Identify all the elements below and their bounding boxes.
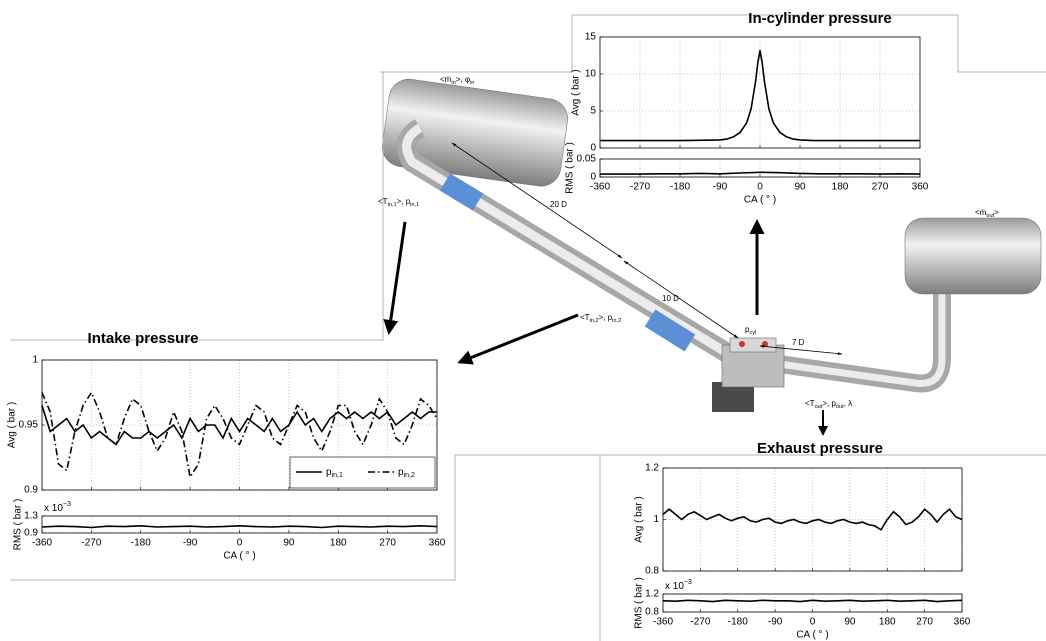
x-tick-label: 180: [832, 182, 849, 193]
y-tick-label: 0.8: [645, 566, 659, 577]
x-tick-label: 0: [810, 617, 816, 628]
y-tick-label: 1: [32, 355, 38, 366]
x-tick-label: 360: [912, 182, 929, 193]
x-tick-label: 360: [429, 538, 446, 549]
text-part: in,1: [410, 202, 419, 208]
text-part: , λ: [844, 399, 852, 408]
legend-subscript: in,1: [332, 472, 343, 479]
y-tick-label: 1: [653, 514, 659, 525]
x-tick-label: 180: [879, 617, 896, 628]
y-axis-label: Avg ( bar ): [7, 402, 18, 449]
y-tick-label: 0.9: [24, 485, 38, 496]
text-part: in: [470, 80, 474, 86]
y-tick-label: 5: [590, 106, 596, 117]
y-tick-label: 0: [590, 172, 596, 183]
figure: <ṁin>, φin<Tin,1>, pin,120 D<Tin,2>, pin…: [0, 0, 1046, 641]
y-tick-label: 15: [585, 32, 597, 43]
x-axis-label: CA ( ° ): [744, 195, 776, 206]
multiplier-exponent: −3: [684, 579, 692, 586]
text-part: <T: [580, 313, 590, 322]
y-tick-label: 1.2: [645, 463, 659, 474]
y-axis-label: RMS ( bar ): [634, 577, 645, 629]
rig-label: 20 D: [550, 200, 567, 209]
x-tick-label: 90: [794, 182, 806, 193]
text-part: cyl: [749, 330, 756, 336]
axis-multiplier: x 10−3: [665, 579, 692, 591]
x-axis-label: CA ( ° ): [223, 551, 255, 562]
text-part: 10 D: [662, 294, 679, 303]
exhaust-tank: [905, 218, 1041, 294]
y-tick-label: 0.8: [645, 607, 659, 618]
text-part: >, φ: [456, 75, 470, 84]
rig-label: 7 D: [792, 338, 805, 347]
multiplier-base: x 10: [44, 503, 63, 514]
arrow: [389, 222, 405, 332]
text-part: 7 D: [792, 338, 805, 347]
arrow: [460, 315, 578, 362]
text-part: <T: [805, 399, 815, 408]
text-part: >, p: [822, 399, 836, 408]
x-tick-label: -360: [653, 617, 673, 628]
axis-multiplier: x 10−3: [44, 501, 71, 513]
text-part: in,2: [612, 318, 621, 324]
x-tick-label: 270: [379, 538, 396, 549]
y-tick-label: 10: [585, 69, 597, 80]
x-tick-label: 0: [237, 538, 243, 549]
y-tick-label: 0.95: [19, 420, 39, 431]
x-tick-label: -90: [713, 182, 728, 193]
text-part: 20 D: [550, 200, 567, 209]
y-tick-label: 1.2: [645, 589, 659, 600]
legend-subscript: in,2: [404, 472, 415, 479]
panel-title: Intake pressure: [88, 330, 199, 347]
multiplier-exponent: −3: [63, 501, 71, 508]
blue-section: [445, 182, 478, 202]
panel-title: Exhaust pressure: [757, 440, 883, 457]
rig-label: <Tin,1>, pin,1: [378, 197, 419, 208]
x-tick-label: 0: [757, 182, 763, 193]
x-tick-label: 270: [916, 617, 933, 628]
x-tick-label: -360: [590, 182, 610, 193]
rig-label: 10 D: [662, 294, 679, 303]
rig-label: <Tout>, pout, λ: [805, 399, 852, 410]
x-axis-label: CA ( ° ): [796, 630, 828, 641]
text-part: >: [994, 208, 999, 217]
sensor: [739, 341, 745, 347]
text-part: >, p: [599, 313, 613, 322]
x-tick-label: 360: [954, 617, 971, 628]
x-tick-label: -180: [670, 182, 690, 193]
y-tick-label: 0.05: [577, 154, 597, 165]
y-tick-label: 1.3: [24, 511, 38, 522]
text-part: <ṁ: [975, 208, 987, 217]
y-axis-label: RMS ( bar ): [565, 142, 576, 194]
panel-outline: [10, 72, 383, 340]
y-tick-label: 0: [590, 143, 596, 154]
y-axis-label: Avg ( bar ): [634, 496, 645, 543]
x-tick-label: 90: [844, 617, 856, 628]
text-part: >, p: [397, 197, 411, 206]
x-tick-label: -270: [690, 617, 710, 628]
y-tick-label: 0.9: [24, 528, 38, 539]
x-tick-label: -360: [32, 538, 52, 549]
x-tick-label: -270: [630, 182, 650, 193]
rig-label: <Tin,2>, pin,2: [580, 313, 621, 324]
y-axis-label: Avg ( bar ): [571, 69, 582, 116]
multiplier-base: x 10: [665, 581, 684, 592]
rig-label: pcyl: [745, 325, 756, 336]
text-part: in,1: [388, 202, 397, 208]
x-tick-label: 270: [872, 182, 889, 193]
x-tick-label: -270: [81, 538, 101, 549]
engine-head: [730, 338, 776, 352]
x-tick-label: -90: [183, 538, 198, 549]
y-axis-label: RMS ( bar ): [13, 499, 24, 551]
x-tick-label: -180: [728, 617, 748, 628]
text-part: in,2: [590, 318, 599, 324]
panel-title: In-cylinder pressure: [748, 10, 891, 27]
text-part: <T: [378, 197, 388, 206]
x-tick-label: 180: [330, 538, 347, 549]
text-part: <ṁ: [440, 75, 452, 84]
x-tick-label: -180: [131, 538, 151, 549]
x-tick-label: 90: [283, 538, 295, 549]
x-tick-label: -90: [768, 617, 783, 628]
